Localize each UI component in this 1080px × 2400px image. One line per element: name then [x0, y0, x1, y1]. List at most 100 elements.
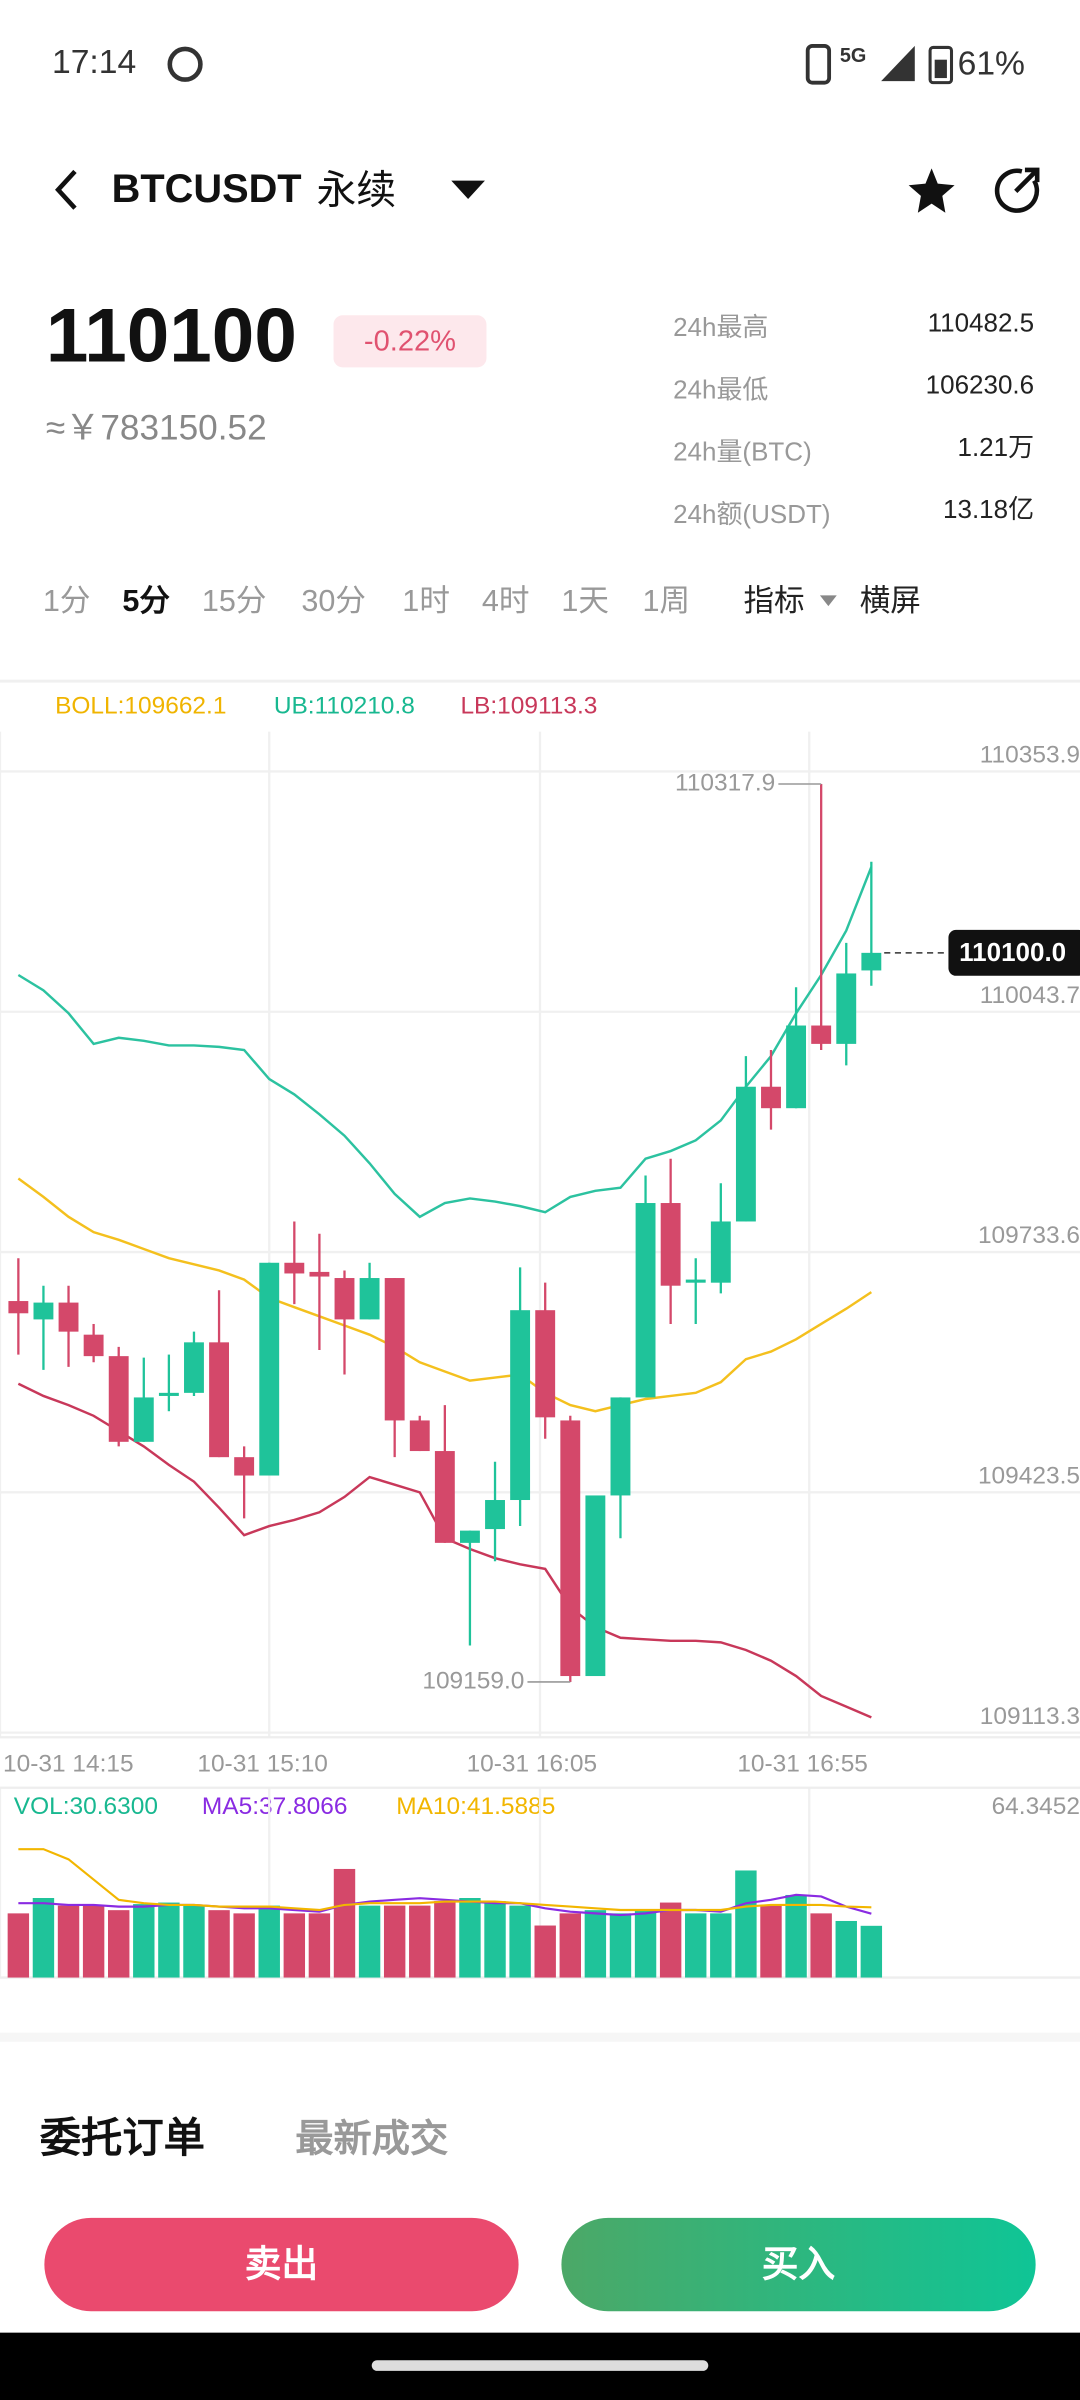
- favorite-button[interactable]: [908, 168, 955, 213]
- volume-bar: [333, 1868, 356, 1978]
- candle-body: [635, 1203, 656, 1398]
- candle-body: [409, 1420, 430, 1452]
- volume-bar: [409, 1905, 431, 1978]
- volume-bar: [32, 1898, 55, 1978]
- volume-bar: [659, 1902, 682, 1978]
- vol-label: VOL:30.6300: [14, 1793, 158, 1820]
- landscape-button[interactable]: 横屏: [860, 584, 921, 618]
- candle-body: [836, 973, 857, 1044]
- candle-body: [83, 1334, 104, 1357]
- candle-body: [861, 952, 882, 971]
- last-price-label: 110100.0: [959, 937, 1066, 967]
- battery-level: [934, 59, 947, 79]
- volume-bar: [7, 1913, 30, 1978]
- share-button[interactable]: [994, 167, 1040, 213]
- last-price-tag: [948, 929, 1080, 976]
- buy-button[interactable]: [561, 2217, 1036, 2312]
- buy-label[interactable]: 买入: [762, 2244, 836, 2285]
- candle-body: [284, 1262, 305, 1274]
- volume-bar: [509, 1905, 531, 1978]
- interval-option[interactable]: 15分: [202, 584, 267, 618]
- volume-bar: [82, 1905, 105, 1978]
- volume-bar: [434, 1901, 456, 1978]
- y-tick-label: 110353.9: [980, 742, 1080, 769]
- interval-option[interactable]: 5分: [122, 584, 170, 618]
- x-tick-label: 10-31 16:05: [467, 1750, 598, 1777]
- candle-body: [510, 1310, 531, 1501]
- y-tick-label: 109423.5: [978, 1462, 1080, 1489]
- app-icon: [167, 46, 203, 82]
- candle-body: [234, 1457, 255, 1476]
- contract-type: 永续: [317, 168, 397, 212]
- volume-tick-label: 64.3452: [992, 1793, 1080, 1820]
- candle-body: [735, 1086, 756, 1222]
- signal-icon: [881, 45, 915, 82]
- candle-body: [786, 1025, 807, 1109]
- volume-ma-line: [18, 1848, 872, 1912]
- indicator-dropdown[interactable]: [819, 595, 837, 607]
- interval-option[interactable]: 1天: [561, 584, 609, 618]
- battery-icon: [928, 45, 954, 85]
- tab-orders[interactable]: 委托订单: [40, 2115, 205, 2161]
- volume-bar: [559, 1913, 581, 1978]
- candle-body: [535, 1310, 556, 1418]
- sell-button[interactable]: [44, 2217, 519, 2312]
- boll-line: [17, 1177, 873, 1413]
- interval-option[interactable]: 1时: [402, 584, 450, 618]
- volume-bar: [860, 1925, 883, 1978]
- stat-value: 106230.6: [926, 370, 1034, 400]
- volume-bar: [785, 1894, 807, 1978]
- candle-body: [209, 1342, 230, 1458]
- candle-body: [685, 1279, 706, 1283]
- back-button[interactable]: [55, 169, 77, 210]
- volume-bar: [735, 1870, 757, 1978]
- tab-trades[interactable]: 最新成交: [295, 2117, 448, 2160]
- sell-label[interactable]: 卖出: [245, 2244, 318, 2285]
- volume-bar: [383, 1905, 406, 1978]
- volume-bar: [258, 1905, 280, 1978]
- volume-bar: [609, 1913, 632, 1978]
- stat-label: 24h最低: [673, 374, 768, 404]
- candle-body: [811, 1025, 832, 1044]
- candle-body: [459, 1530, 480, 1543]
- boll-line: [17, 866, 873, 1219]
- candle-body: [33, 1302, 54, 1320]
- sim-icon: [805, 44, 832, 85]
- volume-bar: [183, 1905, 205, 1978]
- volume-bar: [308, 1913, 331, 1978]
- candle-body: [309, 1271, 330, 1277]
- x-tick-label: 10-31 15:10: [197, 1750, 328, 1777]
- interval-option[interactable]: 4时: [482, 584, 530, 618]
- stat-value: 13.18亿: [943, 494, 1034, 524]
- stat-label: 24h量(BTC): [673, 437, 812, 467]
- candle-body: [359, 1278, 380, 1320]
- divider: [0, 2032, 1080, 2042]
- battery-percent: 61%: [958, 46, 1025, 83]
- interval-option[interactable]: 1分: [43, 584, 91, 618]
- x-tick-label: 10-31 14:15: [3, 1750, 134, 1777]
- stats: 24h最高 110482.5 24h最低 106230.6 24h量(BTC) 1.21万…: [673, 307, 1034, 528]
- volume-bar: [810, 1913, 832, 1978]
- high-marker-label: 110317.9: [675, 769, 775, 796]
- volume-bar: [685, 1913, 707, 1978]
- stat-label: 24h最高: [673, 312, 768, 342]
- candle-body: [259, 1262, 280, 1476]
- candle-body: [485, 1500, 505, 1530]
- volume-bar: [158, 1902, 180, 1978]
- volume-bar: [459, 1898, 481, 1978]
- volume-bar: [484, 1901, 506, 1978]
- candle-body: [108, 1356, 129, 1442]
- volume-bar: [108, 1910, 130, 1978]
- volume-bar: [534, 1925, 556, 1978]
- indicator-button[interactable]: 指标: [743, 584, 804, 618]
- volume-bar: [835, 1920, 857, 1978]
- interval-option[interactable]: 30分: [301, 584, 366, 618]
- change-percent: -0.22%: [364, 326, 456, 358]
- interval-option[interactable]: 1周: [642, 584, 690, 618]
- candle-body: [660, 1203, 681, 1286]
- symbol-dropdown[interactable]: [451, 180, 485, 199]
- volume-bar: [634, 1910, 657, 1978]
- volume-bar: [760, 1905, 782, 1978]
- candle-body: [133, 1397, 154, 1442]
